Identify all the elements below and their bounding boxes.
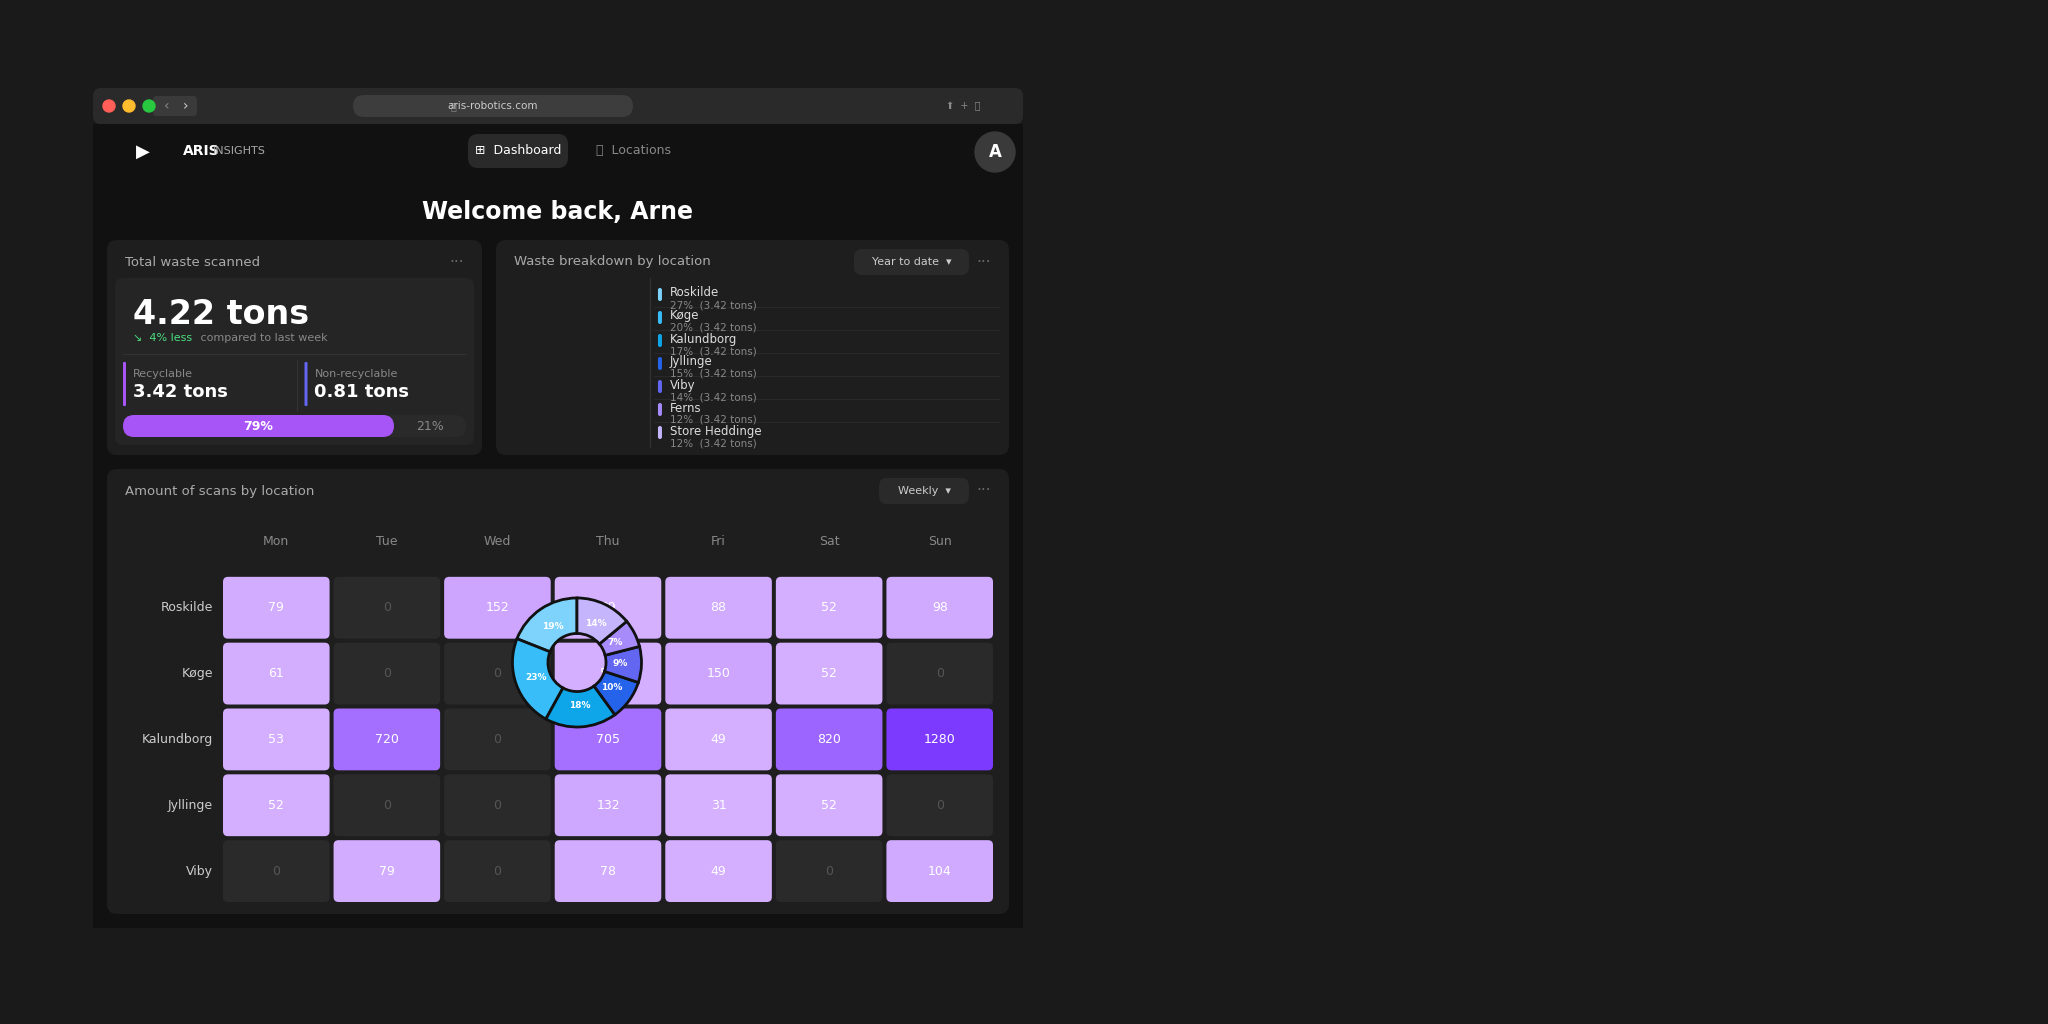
FancyBboxPatch shape bbox=[92, 88, 1024, 124]
FancyBboxPatch shape bbox=[305, 362, 307, 406]
FancyBboxPatch shape bbox=[444, 774, 551, 837]
Text: 21%: 21% bbox=[416, 420, 444, 432]
FancyBboxPatch shape bbox=[887, 709, 993, 770]
Text: ARIS: ARIS bbox=[182, 144, 219, 158]
Text: 152: 152 bbox=[485, 601, 510, 614]
FancyBboxPatch shape bbox=[776, 774, 883, 837]
Text: Køge: Køge bbox=[182, 667, 213, 680]
FancyBboxPatch shape bbox=[106, 469, 1010, 914]
Text: 78: 78 bbox=[600, 864, 616, 878]
Text: Store Heddinge: Store Heddinge bbox=[670, 425, 762, 437]
Text: 3.42 tons: 3.42 tons bbox=[133, 383, 227, 401]
Text: 27%  (3.42 tons): 27% (3.42 tons) bbox=[670, 300, 756, 310]
FancyBboxPatch shape bbox=[444, 577, 551, 639]
FancyBboxPatch shape bbox=[444, 840, 551, 902]
Text: 20%  (3.42 tons): 20% (3.42 tons) bbox=[670, 323, 756, 333]
Text: 705: 705 bbox=[596, 733, 621, 745]
Wedge shape bbox=[578, 598, 627, 644]
Text: ···: ··· bbox=[977, 483, 991, 499]
Text: 14%: 14% bbox=[584, 618, 606, 628]
FancyBboxPatch shape bbox=[776, 840, 883, 902]
Text: 17%  (3.42 tons): 17% (3.42 tons) bbox=[670, 346, 756, 356]
FancyBboxPatch shape bbox=[657, 334, 662, 347]
Text: Fri: Fri bbox=[711, 536, 725, 549]
FancyBboxPatch shape bbox=[555, 643, 662, 705]
Text: 0: 0 bbox=[494, 733, 502, 745]
Text: 49: 49 bbox=[711, 733, 727, 745]
FancyBboxPatch shape bbox=[444, 709, 551, 770]
FancyBboxPatch shape bbox=[496, 240, 1010, 455]
Wedge shape bbox=[547, 686, 614, 727]
Wedge shape bbox=[512, 639, 563, 719]
Text: 12%  (3.42 tons): 12% (3.42 tons) bbox=[670, 415, 756, 425]
FancyBboxPatch shape bbox=[887, 840, 993, 902]
FancyBboxPatch shape bbox=[92, 124, 1024, 928]
Wedge shape bbox=[594, 672, 639, 715]
Text: Thu: Thu bbox=[596, 536, 621, 549]
Text: 52: 52 bbox=[821, 799, 838, 812]
FancyBboxPatch shape bbox=[666, 840, 772, 902]
Text: Recyclable: Recyclable bbox=[133, 369, 193, 379]
Text: 52: 52 bbox=[268, 799, 285, 812]
Text: Amount of scans by location: Amount of scans by location bbox=[125, 484, 315, 498]
FancyBboxPatch shape bbox=[223, 709, 330, 770]
Text: Roskilde: Roskilde bbox=[160, 601, 213, 614]
FancyBboxPatch shape bbox=[776, 709, 883, 770]
Circle shape bbox=[143, 100, 156, 112]
Text: 61: 61 bbox=[268, 667, 285, 680]
FancyBboxPatch shape bbox=[776, 577, 883, 639]
FancyBboxPatch shape bbox=[115, 278, 473, 445]
Text: 1280: 1280 bbox=[924, 733, 956, 745]
Text: 39: 39 bbox=[600, 601, 616, 614]
FancyBboxPatch shape bbox=[154, 96, 197, 116]
Text: 132: 132 bbox=[596, 799, 621, 812]
Text: 9%: 9% bbox=[612, 659, 629, 669]
FancyBboxPatch shape bbox=[223, 577, 330, 639]
Text: 53: 53 bbox=[268, 733, 285, 745]
FancyBboxPatch shape bbox=[334, 774, 440, 837]
Text: 0: 0 bbox=[494, 667, 502, 680]
Text: 0: 0 bbox=[383, 799, 391, 812]
Text: 🛡: 🛡 bbox=[451, 101, 457, 111]
Text: 98: 98 bbox=[932, 601, 948, 614]
Text: aris-robotics.com: aris-robotics.com bbox=[449, 101, 539, 111]
FancyBboxPatch shape bbox=[657, 288, 662, 301]
Text: Kalundborg: Kalundborg bbox=[141, 733, 213, 745]
Text: ···: ··· bbox=[977, 255, 991, 269]
Text: Non-recyclable: Non-recyclable bbox=[315, 369, 397, 379]
Text: 49: 49 bbox=[711, 864, 727, 878]
Text: A: A bbox=[989, 143, 1001, 161]
Text: 0: 0 bbox=[383, 601, 391, 614]
Text: Tue: Tue bbox=[377, 536, 397, 549]
Text: ···: ··· bbox=[449, 255, 465, 269]
FancyBboxPatch shape bbox=[887, 643, 993, 705]
Text: 0: 0 bbox=[936, 667, 944, 680]
FancyBboxPatch shape bbox=[887, 577, 993, 639]
Text: 0: 0 bbox=[494, 864, 502, 878]
Text: Sun: Sun bbox=[928, 536, 952, 549]
Text: 88: 88 bbox=[711, 601, 727, 614]
Text: Jyllinge: Jyllinge bbox=[168, 799, 213, 812]
FancyBboxPatch shape bbox=[555, 577, 662, 639]
Text: 4.22 tons: 4.22 tons bbox=[133, 298, 309, 331]
FancyBboxPatch shape bbox=[106, 240, 481, 455]
FancyBboxPatch shape bbox=[444, 643, 551, 705]
FancyBboxPatch shape bbox=[334, 840, 440, 902]
FancyBboxPatch shape bbox=[555, 709, 662, 770]
FancyBboxPatch shape bbox=[666, 577, 772, 639]
Text: 52: 52 bbox=[600, 667, 616, 680]
Text: 15%  (3.42 tons): 15% (3.42 tons) bbox=[670, 369, 756, 379]
FancyBboxPatch shape bbox=[223, 840, 330, 902]
FancyBboxPatch shape bbox=[854, 249, 969, 275]
FancyBboxPatch shape bbox=[776, 643, 883, 705]
Text: ▶: ▶ bbox=[135, 143, 150, 161]
Text: Total waste scanned: Total waste scanned bbox=[125, 256, 260, 268]
FancyBboxPatch shape bbox=[123, 362, 127, 406]
FancyBboxPatch shape bbox=[123, 415, 467, 437]
Text: 14%  (3.42 tons): 14% (3.42 tons) bbox=[670, 392, 756, 402]
Text: Kalundborg: Kalundborg bbox=[670, 333, 737, 345]
Text: Weekly  ▾: Weekly ▾ bbox=[897, 486, 950, 496]
Text: ⬆  +  ⧉: ⬆ + ⧉ bbox=[946, 101, 981, 111]
Text: 23%: 23% bbox=[526, 673, 547, 682]
